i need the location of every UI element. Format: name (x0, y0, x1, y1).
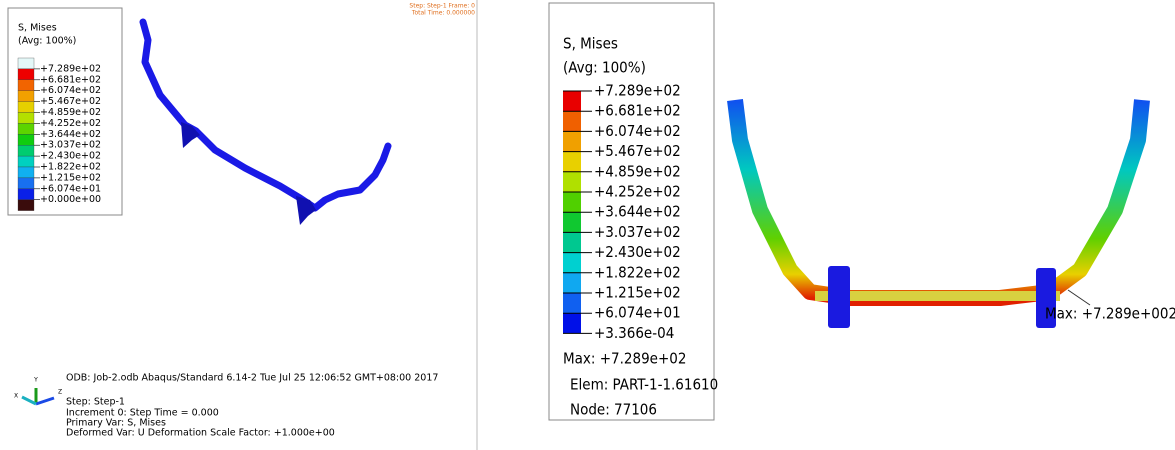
status-text: Step: Step-1 Frame: 0 (409, 3, 475, 10)
legend-label: +1.215e+02 (594, 284, 681, 302)
info-line: Primary Var: S, Mises (66, 418, 166, 429)
legend-label: +3.644e+02 (40, 129, 101, 140)
axis-z (35, 396, 55, 406)
legend-swatch (17, 79, 35, 91)
max-annotation: Max: +7.289e+002 (1045, 305, 1175, 323)
legend-label: +4.859e+02 (40, 107, 101, 118)
elem-text: Elem: PART-1-1.61610 (570, 376, 718, 394)
legend-title: S, Mises (18, 23, 57, 34)
legend-label: +4.252e+02 (40, 118, 101, 129)
legend-label: +5.467e+02 (40, 96, 101, 107)
legend-label: +3.037e+02 (594, 223, 681, 241)
legend-swatch (17, 188, 35, 200)
legend-swatch (17, 155, 35, 168)
legend-label: +7.289e+02 (40, 63, 101, 74)
legend-swatch (17, 199, 35, 211)
legend-label: +1.822e+02 (594, 263, 681, 281)
legend-swatch (563, 212, 581, 233)
axis-x (21, 395, 37, 406)
legend-swatch (17, 112, 35, 124)
legend-label: +5.467e+02 (594, 142, 681, 160)
bracket (181, 122, 200, 148)
part-model (139, 18, 392, 212)
max-text: Max: +7.289e+02 (563, 350, 686, 368)
legend-label: +1.215e+02 (40, 172, 101, 183)
legend-swatch (17, 101, 35, 113)
legend-label: +6.681e+02 (40, 74, 101, 85)
bracket (296, 196, 316, 225)
legend-swatch (17, 134, 35, 146)
legend-label: +6.074e+01 (594, 304, 681, 322)
legend-swatch (563, 293, 581, 314)
legend-label: +4.859e+02 (594, 162, 681, 180)
legend-swatch (563, 252, 581, 273)
info-line: Deformed Var: U Deformation Scale Factor… (66, 428, 335, 439)
legend-label: +4.252e+02 (594, 183, 681, 201)
legend-swatch (17, 177, 35, 189)
legend-label: +2.430e+02 (594, 243, 681, 261)
info-line: Step: Step-1 (66, 397, 125, 408)
legend-label: +0.000e+00 (40, 194, 101, 205)
legend-swatch (17, 57, 35, 70)
legend-subtitle: (Avg: 100%) (563, 59, 646, 77)
legend-swatch (563, 272, 581, 293)
axis-label: Z (58, 389, 62, 396)
legend-label: +3.366e-04 (594, 324, 674, 342)
legend-swatch (17, 166, 35, 179)
bracket (1036, 268, 1056, 328)
legend-swatch (563, 91, 581, 112)
legend-label: +7.289e+02 (594, 82, 681, 100)
legend-swatch (17, 145, 35, 157)
axis-label: X (14, 393, 18, 400)
legend-label: +6.074e+02 (594, 122, 681, 140)
legend-swatch (17, 68, 35, 80)
node-text: Node: 77106 (570, 401, 657, 419)
legend-swatch (17, 90, 35, 102)
legend-label: +6.074e+02 (40, 85, 101, 96)
legend-label: +2.430e+02 (40, 151, 101, 162)
legend-swatch (563, 171, 581, 192)
legend-label: +3.644e+02 (594, 203, 681, 221)
bracket (828, 266, 850, 328)
info-line: Increment 0: Step Time = 0.000 (66, 408, 219, 419)
legend-swatch (563, 131, 581, 152)
legend-label: +6.074e+01 (40, 183, 101, 194)
annotation-leader (1067, 289, 1091, 306)
legend-title: S, Mises (563, 35, 618, 53)
legend-swatch (563, 232, 581, 253)
axis-label: Y (33, 377, 38, 384)
legend-label: +6.681e+02 (594, 102, 681, 120)
legend-swatch (17, 123, 35, 135)
info-line: ODB: Job-2.odb Abaqus/Standard 6.14-2 Tu… (66, 373, 438, 384)
legend-swatch (563, 151, 581, 172)
legend-subtitle: (Avg: 100%) (18, 36, 76, 47)
legend-label: +1.822e+02 (40, 162, 101, 173)
legend-swatch (563, 111, 581, 132)
status-text: Total Time: 0.000000 (411, 10, 475, 17)
triad: Y Z X (14, 377, 62, 406)
legend-swatch (563, 313, 581, 334)
legend-swatch (563, 192, 581, 213)
legend-label: +3.037e+02 (40, 140, 101, 151)
